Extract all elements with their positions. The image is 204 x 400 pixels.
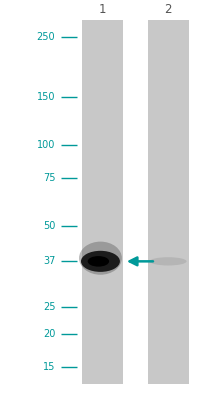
Ellipse shape [81, 251, 119, 272]
Text: 37: 37 [43, 256, 55, 266]
Text: 75: 75 [43, 173, 55, 183]
Ellipse shape [79, 242, 121, 275]
Ellipse shape [149, 257, 186, 266]
Bar [147, 20, 188, 384]
Text: 1: 1 [98, 3, 106, 16]
Text: 100: 100 [37, 140, 55, 150]
Text: 15: 15 [43, 362, 55, 372]
Text: 2: 2 [164, 3, 171, 16]
Text: 150: 150 [37, 92, 55, 102]
Bar [82, 20, 122, 384]
Text: 50: 50 [43, 221, 55, 231]
Ellipse shape [87, 256, 109, 267]
Text: 20: 20 [43, 328, 55, 338]
Text: 250: 250 [37, 32, 55, 42]
Text: 25: 25 [43, 302, 55, 312]
